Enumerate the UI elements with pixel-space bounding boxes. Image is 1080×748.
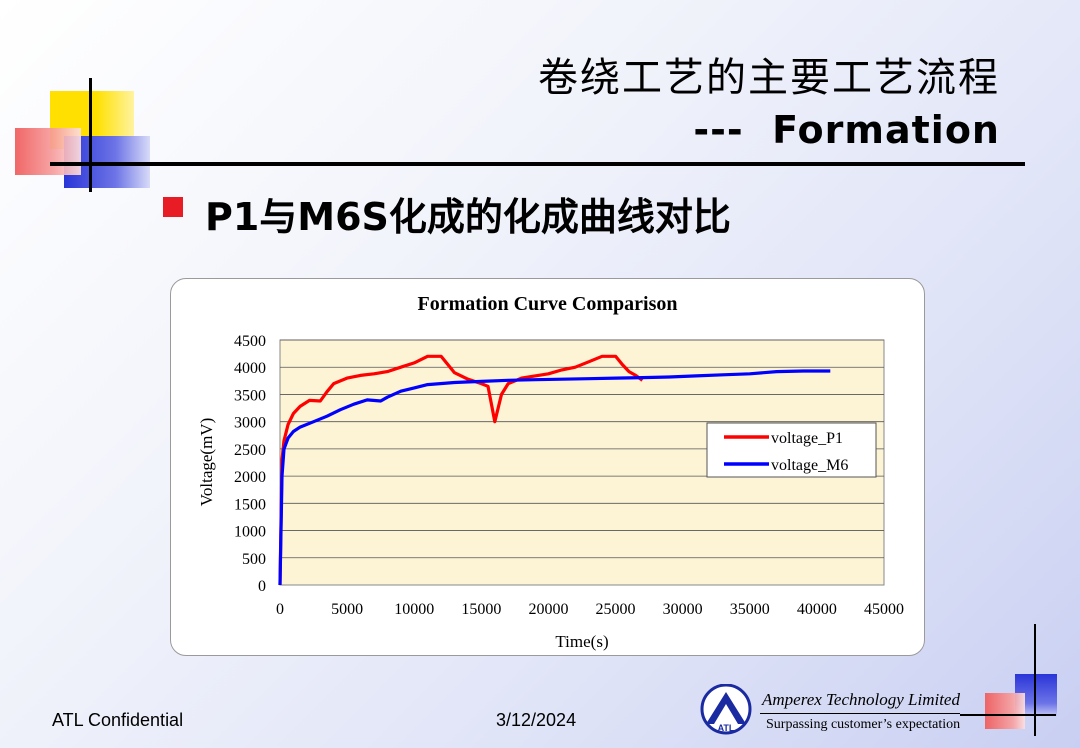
y-tick-label: 1000 — [234, 524, 266, 541]
x-tick-label: 15000 — [461, 601, 501, 618]
y-tick-label: 1500 — [234, 496, 266, 513]
deco-horizontal-line-br — [960, 714, 1056, 716]
x-tick-label: 40000 — [797, 601, 837, 618]
y-tick-label: 500 — [242, 551, 266, 568]
y-tick-label: 0 — [258, 578, 266, 595]
deco-vertical-line-br — [1034, 624, 1036, 736]
deco-vertical-line — [89, 78, 92, 192]
y-axis-label: Voltage(mV) — [197, 418, 216, 506]
slide-title-chinese: 卷绕工艺的主要工艺流程 — [538, 55, 1000, 101]
series-lines — [278, 354, 831, 586]
bullet-square-icon — [163, 197, 183, 217]
gridlines — [280, 339, 884, 559]
footer-date: 3/12/2024 — [496, 710, 577, 730]
x-axis-label: Time(s) — [555, 632, 608, 651]
logo-text: ATL — [718, 723, 735, 733]
chart-container: Formation Curve Comparison 0 500 1000 1500 2… — [170, 278, 925, 656]
y-tick-label: 4000 — [234, 360, 266, 377]
x-tick-label: 45000 — [864, 601, 904, 618]
series-line-p1 — [278, 354, 644, 586]
formation-curve-chart: 0 500 1000 1500 2000 2500 3000 3500 4000 4500 0 50… — [197, 333, 904, 651]
series-line-m6 — [278, 369, 831, 586]
deco-pink-square-br — [985, 693, 1025, 729]
legend: voltage_P1 voltage_M6 — [706, 422, 877, 478]
x-tick-labels: 0 5000 10000 15000 20000 25000 30000 35000 40000… — [276, 601, 904, 618]
confidential-label: ATL Confidential — [52, 710, 184, 730]
company-divider — [760, 713, 960, 714]
x-tick-label: 5000 — [331, 601, 363, 618]
y-tick-label: 2000 — [234, 469, 266, 486]
company-name: Amperex Technology Limited — [762, 690, 960, 709]
y-tick-label: 3000 — [234, 415, 266, 432]
x-tick-label: 10000 — [394, 601, 434, 618]
legend-label-p1: voltage_P1 — [771, 430, 843, 447]
slide-title-english: --- Formation — [693, 108, 1000, 152]
x-tick-label: 25000 — [596, 601, 636, 618]
y-tick-labels: 0 500 1000 1500 2000 2500 3000 3500 4000 4500 — [234, 333, 266, 595]
x-tick-label: 35000 — [730, 601, 770, 618]
legend-label-m6: voltage_M6 — [771, 457, 848, 474]
y-tick-label: 4500 — [234, 333, 266, 350]
x-tick-label: 30000 — [663, 601, 703, 618]
slide-heading: P1与M6S化成的化成曲线对比 — [205, 195, 731, 239]
deco-pink-square — [15, 128, 81, 175]
atl-logo-icon: ATL — [700, 684, 752, 735]
y-tick-label: 2500 — [234, 442, 266, 459]
x-tick-label: 0 — [276, 601, 284, 618]
y-tick-label: 3500 — [234, 387, 266, 404]
title-underline — [50, 162, 1025, 166]
company-slogan: Surpassing customer’s expectation — [766, 717, 961, 732]
slide-title: 卷绕工艺的主要工艺流程 --- Formation — [538, 52, 1000, 156]
x-tick-label: 20000 — [528, 601, 568, 618]
chart-title: Formation Curve Comparison — [417, 293, 678, 315]
